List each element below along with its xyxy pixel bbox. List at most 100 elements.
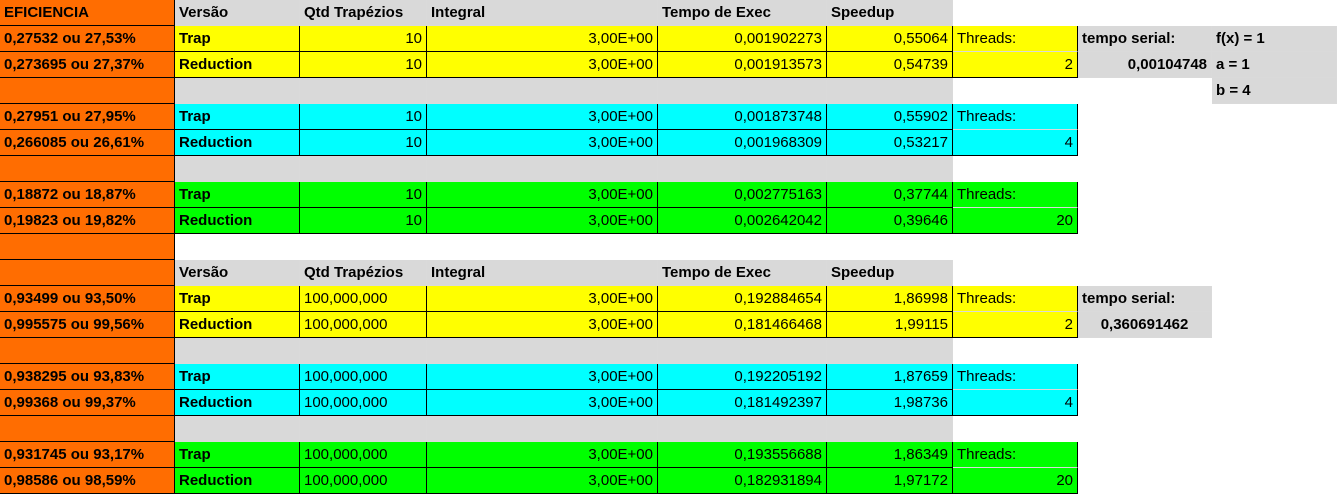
efficiency-cell[interactable]: 0,995575 ou 99,56% [0,312,175,338]
integral-cell[interactable]: 3,00E+00 [427,312,658,338]
integral-cell[interactable]: 3,00E+00 [427,52,658,78]
tempo-cell[interactable]: 0,001873748 [658,104,827,130]
integral-cell[interactable]: 3,00E+00 [427,442,658,468]
integral-cell[interactable]: 3,00E+00 [427,390,658,416]
separator-cell[interactable] [427,416,658,442]
separator-cell[interactable] [827,416,953,442]
function-label[interactable]: f(x) = 1 [1212,26,1337,52]
b-label[interactable]: b = 4 [1212,78,1337,104]
qtd-cell[interactable]: 100,000,000 [300,390,427,416]
efficiency-cell[interactable]: 0,266085 ou 26,61% [0,130,175,156]
efficiency-spacer[interactable] [0,234,175,260]
efficiency-spacer[interactable] [0,416,175,442]
versao-cell[interactable]: Trap [175,442,300,468]
serial-time-label[interactable]: tempo serial: [1078,286,1212,312]
speedup-cell[interactable]: 0,55064 [827,26,953,52]
tempo-cell[interactable]: 0,002642042 [658,208,827,234]
efficiency-cell[interactable]: 0,931745 ou 93,17% [0,442,175,468]
tempo-cell[interactable]: 0,193556688 [658,442,827,468]
integral-cell[interactable]: 3,00E+00 [427,286,658,312]
speedup-cell[interactable]: 0,39646 [827,208,953,234]
threads-value[interactable]: 20 [953,468,1078,494]
speedup-header[interactable]: Speedup [827,260,953,286]
threads-label[interactable]: Threads: [953,364,1078,390]
qtd-cell[interactable]: 100,000,000 [300,286,427,312]
speedup-cell[interactable]: 1,99115 [827,312,953,338]
tempo-header[interactable]: Tempo de Exec [658,0,827,26]
qtd-header[interactable]: Qtd Trapézios [300,260,427,286]
threads-value[interactable]: 20 [953,208,1078,234]
separator-cell[interactable] [300,338,427,364]
efficiency-spacer[interactable] [0,156,175,182]
threads-label[interactable]: Threads: [953,182,1078,208]
versao-cell[interactable]: Reduction [175,390,300,416]
separator-cell[interactable] [827,338,953,364]
versao-cell[interactable]: Trap [175,104,300,130]
versao-cell[interactable]: Reduction [175,208,300,234]
efficiency-cell[interactable]: 0,27532 ou 27,53% [0,26,175,52]
versao-cell[interactable]: Trap [175,364,300,390]
qtd-cell[interactable]: 10 [300,52,427,78]
threads-value[interactable]: 4 [953,130,1078,156]
serial-time-label[interactable]: tempo serial: [1078,26,1212,52]
qtd-cell[interactable]: 10 [300,130,427,156]
speedup-cell[interactable]: 1,87659 [827,364,953,390]
qtd-cell[interactable]: 100,000,000 [300,468,427,494]
tempo-cell[interactable]: 0,001913573 [658,52,827,78]
threads-value[interactable]: 2 [953,312,1078,338]
speedup-cell[interactable]: 0,54739 [827,52,953,78]
qtd-cell[interactable]: 100,000,000 [300,364,427,390]
tempo-cell[interactable]: 0,181492397 [658,390,827,416]
versao-cell[interactable]: Reduction [175,312,300,338]
integral-cell[interactable]: 3,00E+00 [427,208,658,234]
separator-cell[interactable] [427,78,658,104]
versao-header[interactable]: Versão [175,0,300,26]
serial-time-value[interactable]: 0,360691462 [1078,312,1212,338]
separator-cell[interactable] [175,78,300,104]
efficiency-cell[interactable]: 0,938295 ou 93,83% [0,364,175,390]
serial-time-value[interactable]: 0,00104748 [1078,52,1212,78]
qtd-header[interactable]: Qtd Trapézios [300,0,427,26]
qtd-cell[interactable]: 10 [300,26,427,52]
a-label[interactable]: a = 1 [1212,52,1337,78]
efficiency-cell[interactable]: 0,19823 ou 19,82% [0,208,175,234]
qtd-cell[interactable]: 10 [300,182,427,208]
versao-cell[interactable]: Reduction [175,52,300,78]
separator-cell[interactable] [658,156,827,182]
threads-label[interactable]: Threads: [953,286,1078,312]
speedup-cell[interactable]: 0,53217 [827,130,953,156]
threads-label[interactable]: Threads: [953,442,1078,468]
qtd-cell[interactable]: 100,000,000 [300,442,427,468]
separator-cell[interactable] [175,416,300,442]
speedup-cell[interactable]: 0,37744 [827,182,953,208]
versao-cell[interactable]: Reduction [175,130,300,156]
separator-cell[interactable] [827,78,953,104]
threads-value[interactable]: 4 [953,390,1078,416]
qtd-cell[interactable]: 10 [300,208,427,234]
integral-cell[interactable]: 3,00E+00 [427,104,658,130]
tempo-cell[interactable]: 0,192884654 [658,286,827,312]
separator-cell[interactable] [658,416,827,442]
speedup-header[interactable]: Speedup [827,0,953,26]
separator-cell[interactable] [175,338,300,364]
efficiency-header[interactable]: EFICIENCIA [0,0,175,26]
tempo-cell[interactable]: 0,181466468 [658,312,827,338]
separator-cell[interactable] [658,338,827,364]
efficiency-cell[interactable]: 0,93499 ou 93,50% [0,286,175,312]
speedup-cell[interactable]: 1,86998 [827,286,953,312]
speedup-cell[interactable]: 0,55902 [827,104,953,130]
speedup-cell[interactable]: 1,86349 [827,442,953,468]
efficiency-spacer[interactable] [0,78,175,104]
tempo-cell[interactable]: 0,001902273 [658,26,827,52]
integral-cell[interactable]: 3,00E+00 [427,130,658,156]
integral-header[interactable]: Integral [427,260,658,286]
tempo-cell[interactable]: 0,182931894 [658,468,827,494]
integral-cell[interactable]: 3,00E+00 [427,26,658,52]
qtd-cell[interactable]: 100,000,000 [300,312,427,338]
separator-cell[interactable] [827,156,953,182]
versao-cell[interactable]: Trap [175,26,300,52]
integral-header[interactable]: Integral [427,0,658,26]
versao-cell[interactable]: Reduction [175,468,300,494]
threads-label[interactable]: Threads: [953,26,1078,52]
integral-cell[interactable]: 3,00E+00 [427,468,658,494]
